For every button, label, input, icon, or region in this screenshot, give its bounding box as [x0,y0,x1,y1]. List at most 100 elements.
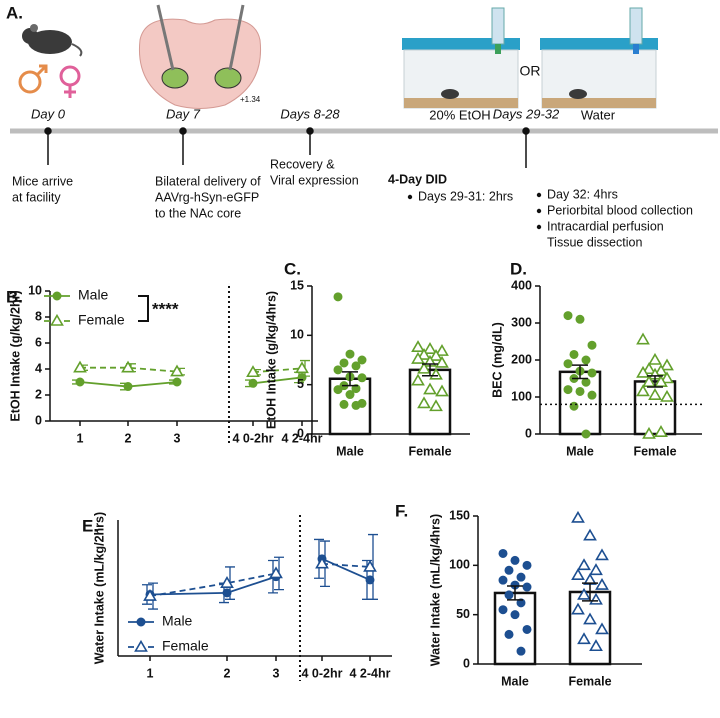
bullet [407,194,413,200]
data-point [510,610,520,620]
x-tick-label: Female [633,444,676,458]
data-point [595,548,609,561]
data-point [498,575,508,585]
y-tick-label: 5 [297,377,304,391]
x-tick-label: 2 [224,666,231,680]
data-point [583,528,597,541]
event-text: Mice arrive [12,174,73,188]
data-point [504,565,514,575]
event-text: at facility [12,190,61,204]
data-point [52,291,62,301]
data-point [417,361,431,374]
data-point [75,377,85,387]
series-line [321,562,371,568]
day-label: Days 29-32 [493,106,560,121]
error-bar [507,585,523,601]
data-point [363,559,377,572]
did-item: Periorbital blood collection [547,203,693,217]
data-point [246,365,260,378]
data-point [642,362,656,375]
data-point [357,355,367,365]
data-point [587,390,597,400]
data-point [577,558,591,571]
legend-label: Male [162,613,193,629]
y-tick-label: 10 [290,328,304,342]
data-point [295,361,309,374]
x-tick-label: Male [501,674,529,688]
data-point [581,355,591,365]
cage-label: 20% EtOH [429,107,490,122]
data-point [504,629,514,639]
series-line [252,367,303,374]
x-tick-label: 4 0-2hr [233,431,274,445]
data-point [660,371,674,384]
data-point [654,375,668,387]
panel-label: C. [284,259,301,278]
data-point [581,429,591,439]
data-point [636,365,650,378]
did-title: 4-Day DID [388,172,447,186]
brain-slice [138,4,262,109]
data-point [654,425,668,437]
y-tick-label: 0 [463,656,470,670]
panel-label: D. [510,259,527,278]
data-point [577,587,591,600]
data-point [595,622,609,635]
data-point [435,384,449,397]
data-point [571,568,585,580]
y-tick-label: 150 [449,508,470,522]
data-point [333,365,343,375]
legend-label: Female [162,638,209,654]
data-point [504,590,514,600]
timeline-ticks [44,127,530,168]
error-bar [582,582,598,602]
data-point [516,646,526,656]
did-item: Day 32: 4hrs [547,187,618,201]
event-text: Viral expression [270,173,359,187]
y-tick-label: 0 [297,426,304,440]
data-point [143,588,157,601]
data-point [498,548,508,558]
data-point [581,377,591,387]
cage-left [402,7,520,109]
y-tick-label: 200 [511,352,532,366]
bullet [536,224,542,230]
data-point [563,385,573,395]
day-label: Day 7 [166,106,201,121]
data-point [575,314,585,324]
y-tick-label: 10 [28,283,42,297]
data-point [522,624,532,634]
y-tick-label: 0 [35,413,42,427]
data-point [357,373,367,383]
x-tick-label: 1 [147,666,154,680]
data-point [571,510,585,523]
data-point [73,360,87,373]
data-point [333,292,343,302]
x-tick-label: 2 [125,431,132,445]
annotation: **** [152,299,179,318]
y-axis-label: Water Intake (mL/kg/4hrs) [428,514,442,666]
error-bar [422,363,438,377]
error-bar [647,375,663,388]
data-point [589,639,603,652]
data-point [642,375,656,387]
data-point [522,582,532,592]
data-point [423,342,437,354]
data-point [417,347,431,360]
data-point [417,396,431,409]
series-line [321,558,371,581]
y-axis-label: Water Intake (mL/kg/2hrs) [92,512,106,664]
x-tick-label: Female [408,444,451,458]
data-point [516,598,526,608]
data-point [351,400,361,410]
x-tick-label: Male [566,444,594,458]
x-tick-label: Female [568,674,611,688]
data-point [571,602,585,615]
data-point [339,399,349,409]
data-point [648,352,662,365]
data-point [269,566,283,579]
y-tick-label: 6 [35,335,42,349]
data-point [123,382,133,392]
x-tick-label: Male [336,444,364,458]
